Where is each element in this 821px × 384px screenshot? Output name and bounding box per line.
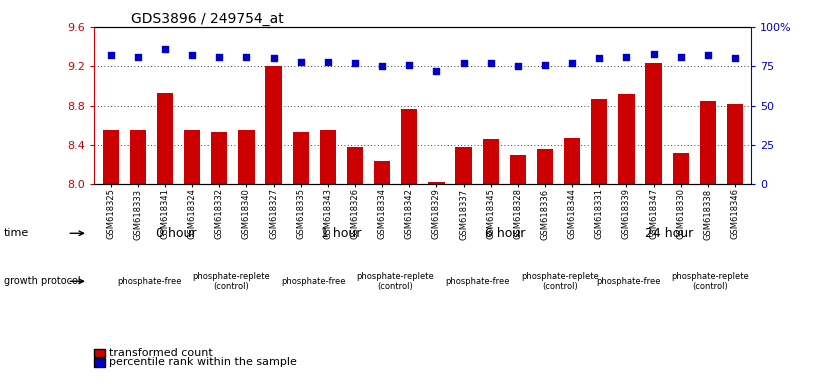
Point	[375, 63, 388, 70]
Point	[104, 52, 117, 58]
Point	[213, 54, 226, 60]
Bar	[645, 63, 662, 184]
Point	[348, 60, 361, 66]
Point	[430, 68, 443, 74]
Text: transformed count: transformed count	[109, 348, 213, 358]
Bar	[265, 66, 282, 184]
Point	[539, 61, 552, 68]
Bar	[564, 138, 580, 184]
Bar	[456, 147, 472, 184]
Bar	[591, 99, 608, 184]
Text: growth protocol: growth protocol	[4, 276, 80, 286]
Bar	[672, 153, 689, 184]
Point	[511, 63, 525, 70]
Bar	[292, 132, 309, 184]
Text: time: time	[4, 228, 30, 238]
Bar	[537, 149, 553, 184]
Text: phosphate-free: phosphate-free	[281, 277, 346, 286]
Point	[457, 60, 470, 66]
Text: 1 hour: 1 hour	[320, 227, 361, 240]
Bar	[238, 130, 255, 184]
Point	[402, 61, 415, 68]
Bar	[374, 161, 390, 184]
Point	[321, 58, 334, 65]
Text: phosphate-free: phosphate-free	[445, 277, 510, 286]
Text: phosphate-replete
(control): phosphate-replete (control)	[356, 271, 434, 291]
Text: 0 hour: 0 hour	[156, 227, 197, 240]
Bar	[346, 147, 363, 184]
Bar	[130, 130, 146, 184]
Text: phosphate-replete
(control): phosphate-replete (control)	[192, 271, 270, 291]
Bar	[618, 94, 635, 184]
Point	[240, 54, 253, 60]
Point	[620, 54, 633, 60]
Point	[131, 54, 144, 60]
Point	[647, 51, 660, 57]
Text: 6 hour: 6 hour	[484, 227, 525, 240]
Bar	[429, 182, 444, 184]
Text: phosphate-replete
(control): phosphate-replete (control)	[672, 271, 749, 291]
Bar	[510, 155, 526, 184]
Bar	[319, 130, 336, 184]
Point	[294, 58, 307, 65]
Bar	[483, 139, 499, 184]
Bar	[157, 93, 173, 184]
Point	[267, 55, 280, 61]
Bar	[699, 101, 716, 184]
Point	[728, 55, 741, 61]
Point	[186, 52, 199, 58]
Text: GDS3896 / 249754_at: GDS3896 / 249754_at	[131, 12, 284, 25]
Point	[484, 60, 498, 66]
Point	[674, 54, 687, 60]
Bar	[211, 132, 227, 184]
Point	[701, 52, 714, 58]
Point	[158, 46, 172, 52]
Point	[566, 60, 579, 66]
Bar	[401, 109, 417, 184]
Bar	[727, 104, 743, 184]
Bar	[103, 130, 119, 184]
Text: phosphate-free: phosphate-free	[596, 277, 660, 286]
Text: phosphate-replete
(control): phosphate-replete (control)	[521, 271, 599, 291]
Bar	[184, 130, 200, 184]
Text: 24 hour: 24 hour	[645, 227, 693, 240]
Text: percentile rank within the sample: percentile rank within the sample	[109, 358, 297, 367]
Text: phosphate-free: phosphate-free	[117, 277, 181, 286]
Point	[593, 55, 606, 61]
